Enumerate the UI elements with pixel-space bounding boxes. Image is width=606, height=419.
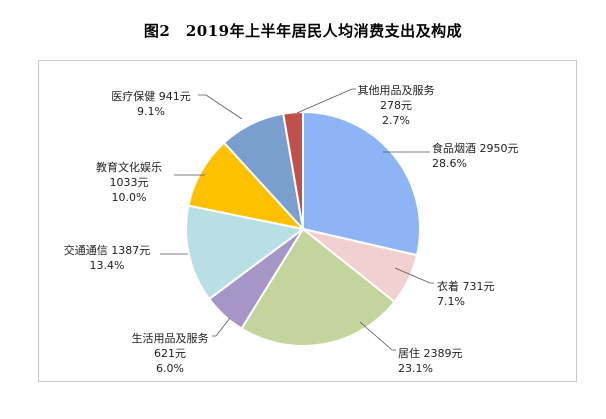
leader-line-3	[359, 321, 396, 351]
slice-label-3-line-2: 23.1%	[398, 362, 433, 375]
slice-label-5-line-1: 交通通信 1387元	[64, 243, 151, 257]
slice-label-4-line-3: 6.0%	[156, 362, 184, 375]
slice-label-8-line-1: 其他用品及服务	[358, 84, 435, 97]
slice-label-6-line-1: 教育文化娱乐	[96, 160, 162, 174]
slice-label-8-line-2: 278元	[380, 99, 412, 112]
slice-label-4-line-1: 生活用品及服务	[132, 331, 209, 345]
slice-label-3-line-1: 居住 2389元	[398, 346, 463, 360]
slice-label-2-line-2: 7.1%	[437, 295, 465, 308]
slice-label-7-line-1: 医疗保健 941元	[111, 89, 191, 103]
slice-label-5-line-2: 13.4%	[90, 259, 125, 272]
pie-slice-5	[185, 204, 306, 301]
slice-label-6-line-2: 1033元	[110, 176, 149, 189]
leader-line-7	[198, 94, 243, 120]
slice-label-7-line-2: 9.1%	[137, 105, 165, 118]
slice-label-2-line-1: 衣着 731元	[437, 279, 495, 293]
chart-frame	[38, 60, 577, 382]
pie-slice-8	[282, 110, 304, 230]
slice-label-8-line-3: 2.7%	[382, 114, 410, 127]
slice-label-1-line-1: 食品烟酒 2950元	[432, 141, 519, 155]
chart-title: 图2 2019年上半年居民人均消费支出及构成	[143, 22, 463, 40]
leader-line-2	[394, 267, 434, 284]
slice-label-1-line-2: 28.6%	[432, 157, 467, 170]
leader-line-4	[212, 317, 231, 337]
pie-slice-1	[302, 110, 421, 257]
leader-line-8	[296, 88, 356, 114]
pie-slice-3	[240, 227, 396, 347]
slice-label-6-line-3: 10.0%	[112, 191, 147, 204]
pie-slice-6	[187, 141, 306, 231]
slice-label-4-line-2: 621元	[154, 347, 186, 360]
